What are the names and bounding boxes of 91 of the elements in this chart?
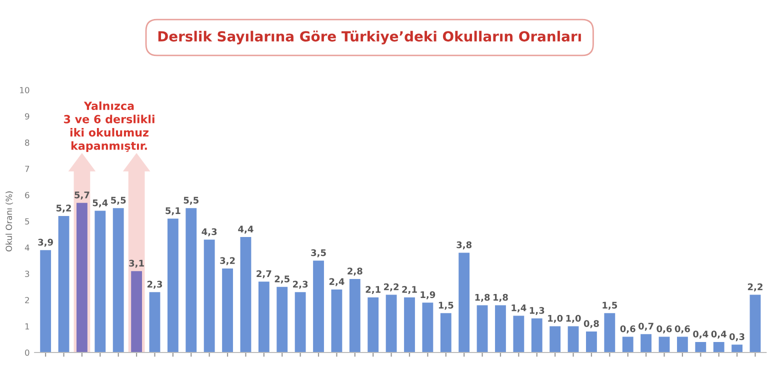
data-label: 3,9 — [38, 238, 53, 247]
bar — [513, 316, 524, 352]
bar — [313, 260, 324, 352]
data-label: 4,4 — [238, 226, 254, 234]
data-label: 2,5 — [274, 276, 290, 284]
bar — [586, 332, 597, 352]
y-tick-label: 5 — [25, 218, 30, 225]
y-tick-label: 9 — [25, 113, 30, 120]
bar — [658, 336, 670, 352]
data-label: 0,3 — [729, 333, 744, 342]
annotation: Yalnızca 3 ve 6 derslikli iki okulumuz kapanmıştır. — [64, 101, 154, 152]
bar — [476, 305, 488, 352]
data-label: 5,5 — [111, 196, 126, 205]
bar — [167, 218, 178, 352]
bar — [531, 318, 542, 352]
data-label: 1,4 — [512, 304, 526, 312]
data-label: 2,3 — [293, 280, 308, 289]
data-label: 0,6 — [620, 325, 636, 334]
bar — [40, 250, 52, 352]
data-label: 5,5 — [184, 196, 199, 205]
bar — [331, 290, 342, 352]
data-label: 5,1 — [166, 207, 180, 216]
bar — [386, 294, 397, 352]
data-label: 2,8 — [348, 268, 362, 276]
chart-title: Derslik Sayılarına Göre Türkiye’deki Okulların Oranları — [158, 30, 581, 44]
bar — [368, 297, 379, 352]
data-label: 1,0 — [548, 314, 563, 323]
data-label: 0,4 — [693, 330, 708, 339]
y-tick-label: 8 — [25, 139, 30, 146]
bar — [186, 208, 197, 352]
data-label: 5,7 — [74, 192, 90, 200]
bar — [568, 326, 579, 352]
bar — [240, 237, 252, 352]
bar — [750, 294, 761, 352]
bar — [622, 336, 634, 352]
data-label: 0,6 — [656, 325, 672, 334]
y-tick-label: 0 — [25, 349, 30, 356]
y-tick-label: 10 — [20, 86, 30, 94]
bar — [276, 286, 288, 352]
y-tick-label: 1 — [25, 323, 30, 330]
data-label: 5,4 — [92, 200, 108, 208]
data-label: 4,3 — [202, 228, 217, 236]
data-label: 2,2 — [384, 283, 399, 292]
bar — [640, 334, 652, 352]
bar — [222, 268, 233, 352]
data-label: 1,8 — [494, 294, 508, 302]
data-label: 5,2 — [56, 204, 71, 213]
bar — [695, 342, 706, 352]
data-label: 1,5 — [602, 302, 618, 310]
data-label: 1,5 — [438, 302, 454, 310]
bar — [495, 305, 506, 352]
y-tick-label: 3 — [25, 270, 30, 278]
data-label: 3,2 — [220, 257, 235, 266]
data-label: 2,4 — [329, 278, 344, 286]
bar — [149, 292, 160, 352]
data-label: 0,8 — [584, 320, 599, 328]
data-label: 1,8 — [475, 294, 490, 302]
bar — [131, 271, 142, 352]
y-tick-label: 7 — [25, 166, 30, 172]
bar — [76, 202, 88, 352]
bar — [422, 302, 434, 352]
bar — [258, 282, 270, 352]
y-axis-title: Okul Oranı (%) — [6, 191, 13, 252]
data-label: 2,7 — [256, 270, 272, 278]
bar — [440, 313, 452, 352]
data-label: 3,5 — [311, 249, 326, 258]
bar — [404, 297, 415, 352]
bar — [458, 252, 470, 352]
data-label: 2,2 — [748, 283, 762, 292]
bar — [349, 279, 360, 352]
y-tick-label: 4 — [24, 244, 30, 251]
y-tick-label: 2 — [25, 296, 29, 304]
data-label: 3,8 — [456, 241, 472, 250]
data-label: 3,1 — [129, 260, 144, 268]
data-label: 2,1 — [402, 286, 417, 294]
data-label: 1,9 — [420, 291, 436, 300]
data-label: 2,3 — [147, 280, 162, 289]
y-tick-label: 6 — [25, 192, 30, 198]
data-label: 0,4 — [711, 330, 726, 339]
bar — [204, 240, 215, 352]
data-label: 1,3 — [530, 307, 544, 315]
bar — [713, 342, 724, 352]
bar — [732, 344, 742, 352]
bar — [550, 326, 561, 352]
data-label: 0,7 — [638, 322, 654, 331]
data-label: 0,6 — [674, 325, 690, 334]
data-label: 1,0 — [566, 314, 581, 323]
bar — [604, 313, 616, 352]
bar — [294, 292, 306, 352]
bar — [676, 336, 688, 352]
data-label: 2,1 — [366, 286, 380, 294]
